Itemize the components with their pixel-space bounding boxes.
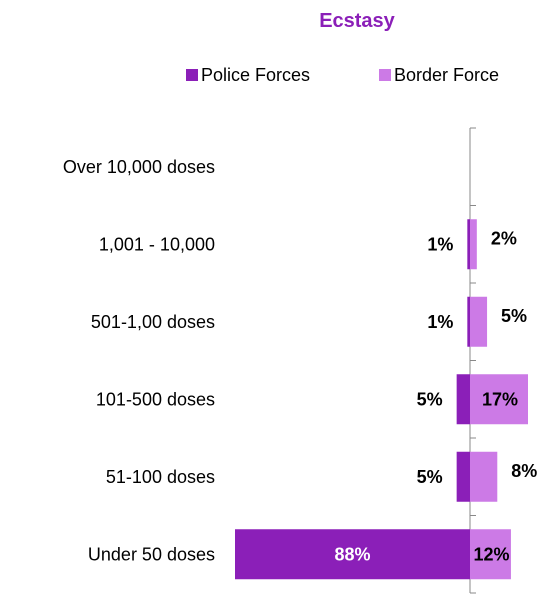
legend-label-border-force: Border Force (394, 65, 499, 85)
legend-swatch-border-force (379, 69, 391, 81)
bar-police-forces (456, 374, 470, 425)
data-label-police-forces: 88% (334, 544, 370, 564)
bar-border-force (470, 451, 498, 502)
police-forces-bars (235, 219, 470, 580)
bar-border-force (470, 296, 488, 347)
border-force-bars (470, 219, 528, 580)
legend: Police Forces Border Force (186, 65, 499, 85)
legend-swatch-police-forces (186, 69, 198, 81)
bar-police-forces (235, 529, 470, 580)
center-axis (469, 127, 476, 594)
value-labels: 1% 2% 1% 5% 5% 17% 5% 8% 88% 12% (334, 228, 537, 564)
category-label: 101-500 doses (96, 389, 215, 409)
data-label-border-force: 2% (491, 228, 517, 248)
bar-police-forces (467, 219, 470, 270)
data-label-police-forces: 5% (417, 467, 443, 487)
bar-border-force (470, 374, 528, 425)
bar-border-force (470, 529, 511, 580)
category-labels: Over 10,000 doses 1,001 - 10,000 501-1,00 … (63, 157, 215, 565)
bar-police-forces (456, 451, 470, 502)
data-label-police-forces: 1% (427, 312, 453, 332)
legend-label-police-forces: Police Forces (201, 65, 310, 85)
data-label-border-force: 17% (482, 389, 518, 409)
data-label-border-force: 12% (473, 544, 509, 564)
data-label-police-forces: 5% (417, 389, 443, 409)
chart-title: Ecstasy (319, 10, 395, 32)
data-label-border-force: 8% (511, 461, 537, 481)
data-label-border-force: 5% (501, 306, 527, 326)
category-label: Under 50 doses (88, 544, 215, 564)
bar-police-forces (467, 296, 470, 347)
bar-border-force (470, 219, 477, 270)
category-label: 1,001 - 10,000 (99, 234, 215, 254)
category-label: 51-100 doses (106, 467, 215, 487)
data-label-police-forces: 1% (427, 234, 453, 254)
category-label: 501-1,00 doses (91, 312, 215, 332)
category-label: Over 10,000 doses (63, 157, 215, 177)
